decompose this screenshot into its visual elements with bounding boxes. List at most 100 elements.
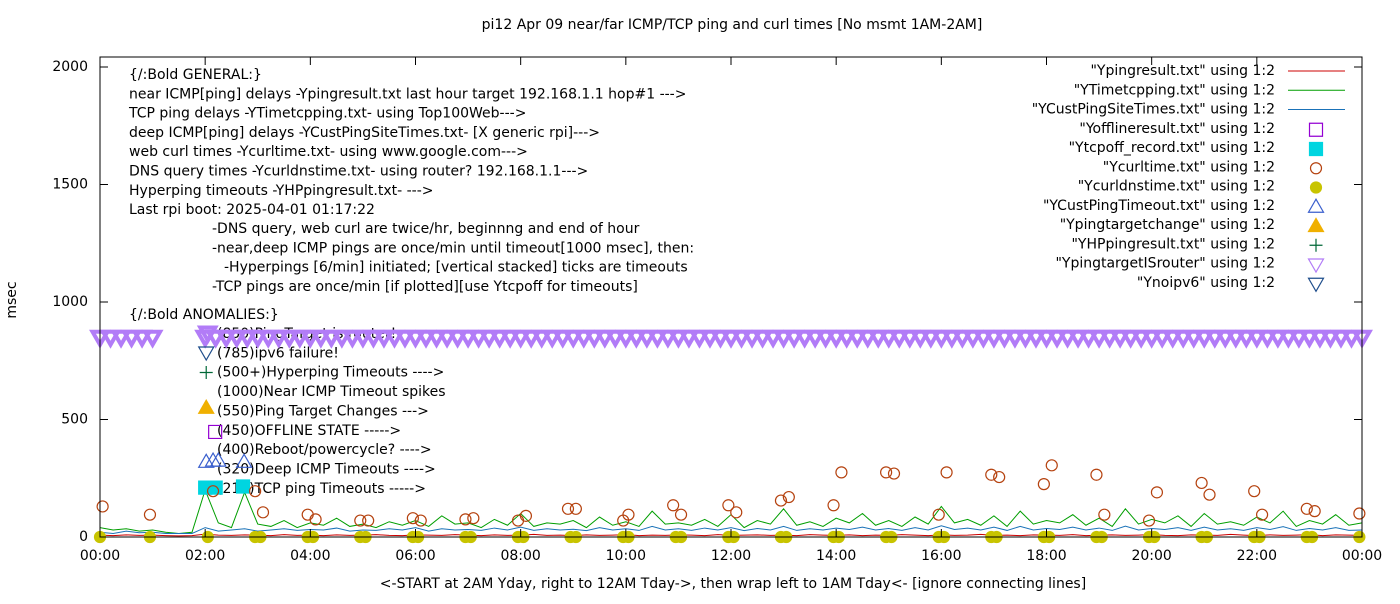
marker xyxy=(1256,329,1279,349)
marker xyxy=(446,329,469,349)
marker xyxy=(604,329,627,349)
marker xyxy=(1195,476,1208,490)
marker xyxy=(467,512,480,525)
marker xyxy=(762,329,785,349)
marker xyxy=(143,508,157,521)
marker xyxy=(1056,329,1079,349)
marker xyxy=(919,329,942,349)
marker xyxy=(1098,329,1121,349)
legend-swatch xyxy=(1309,181,1323,194)
marker xyxy=(774,494,788,507)
marker xyxy=(235,453,253,468)
marker xyxy=(1109,329,1132,349)
marker xyxy=(730,329,753,349)
annotation: deep ICMP[ping] delays -YCustPingSiteTim… xyxy=(129,125,600,141)
marker xyxy=(1045,459,1058,472)
legend: "Ypingresult.txt" using 1:2 "YTimetcpping… xyxy=(1032,63,1345,293)
marker xyxy=(951,329,974,349)
chart-title: pi12 Apr 09 near/far ICMP/TCP ping and c… xyxy=(482,17,983,33)
marker xyxy=(646,329,669,349)
marker xyxy=(1172,329,1195,349)
marker xyxy=(782,490,795,504)
legend-label: "Ypingresult.txt" using 1:2 xyxy=(1090,63,1275,79)
marker xyxy=(225,329,248,349)
marker xyxy=(197,399,215,414)
marker xyxy=(887,467,901,480)
marker xyxy=(1098,508,1111,521)
marker xyxy=(206,485,220,498)
marker xyxy=(856,329,879,349)
marker xyxy=(1025,329,1047,349)
marker xyxy=(1300,502,1313,515)
x-tick-label: 06:00 xyxy=(395,548,435,564)
marker xyxy=(909,329,932,349)
marker xyxy=(1245,329,1268,349)
marker xyxy=(1298,329,1321,349)
marker xyxy=(814,329,837,349)
marker xyxy=(519,509,533,522)
marker xyxy=(827,499,840,512)
marker xyxy=(541,329,564,349)
marker xyxy=(1161,329,1184,349)
marker xyxy=(1077,329,1100,349)
legend-label: "YHPpingresult.txt" using 1:2 xyxy=(1071,236,1275,252)
marker xyxy=(459,513,472,526)
marker xyxy=(110,329,132,349)
marker xyxy=(656,329,679,349)
y-tick-label: 1500 xyxy=(52,177,88,193)
x-tick-label: 00:00 xyxy=(1342,548,1382,564)
marker xyxy=(751,329,774,349)
marker xyxy=(804,329,827,349)
legend-label: "YTimetcpping.txt" using 1:2 xyxy=(1074,82,1275,98)
x-tick-label: 04:00 xyxy=(290,548,330,564)
marker xyxy=(530,329,553,349)
annotation: Hyperping timeouts -YHPpingresult.txt- -… xyxy=(129,183,434,199)
marker xyxy=(1235,329,1258,349)
marker xyxy=(320,329,343,349)
x-tick-label: 02:00 xyxy=(185,548,225,564)
marker xyxy=(197,453,215,468)
x-tick-label: 16:00 xyxy=(921,548,961,564)
x-tick-label: 20:00 xyxy=(1131,548,1171,564)
marker xyxy=(867,329,890,349)
marker xyxy=(394,329,416,349)
marker xyxy=(1203,329,1226,349)
marker xyxy=(1319,329,1342,349)
marker xyxy=(96,500,109,513)
x-tick-label: 18:00 xyxy=(1026,548,1066,564)
marker xyxy=(709,329,732,349)
marker xyxy=(1340,329,1363,349)
marker xyxy=(1182,329,1205,349)
marker xyxy=(1140,329,1163,349)
marker xyxy=(1035,329,1058,349)
marker xyxy=(1214,329,1237,349)
marker xyxy=(457,329,480,349)
marker xyxy=(208,424,223,440)
annotation: -near,deep ICMP pings are once/min until… xyxy=(212,240,694,256)
x-tick-label: 08:00 xyxy=(500,548,540,564)
marker xyxy=(196,325,219,345)
marker xyxy=(730,506,743,519)
annotation: (785)ipv6 failure! xyxy=(217,345,339,361)
annotation: -DNS query, web curl are twice/hr, begin… xyxy=(212,221,640,237)
marker xyxy=(372,329,395,349)
annotation: (210)TCP ping Timeouts -----> xyxy=(217,481,426,497)
marker xyxy=(288,329,311,349)
marker xyxy=(362,514,375,527)
annotation: -TCP pings are once/min [if plotted][use… xyxy=(212,279,638,295)
marker xyxy=(583,329,606,349)
marker xyxy=(141,329,164,349)
legend-label: "YCustPingTimeout.txt" using 1:2 xyxy=(1043,198,1275,214)
marker xyxy=(993,329,1016,349)
marker xyxy=(835,329,858,349)
marker xyxy=(249,485,262,498)
marker xyxy=(1037,478,1050,491)
marker xyxy=(1308,505,1321,518)
marker xyxy=(622,508,635,521)
y-tick-label: 500 xyxy=(61,412,88,428)
marker xyxy=(383,329,406,349)
marker xyxy=(354,514,367,527)
legend-swatch xyxy=(1309,238,1323,252)
marker xyxy=(772,329,795,349)
marker xyxy=(425,329,448,349)
